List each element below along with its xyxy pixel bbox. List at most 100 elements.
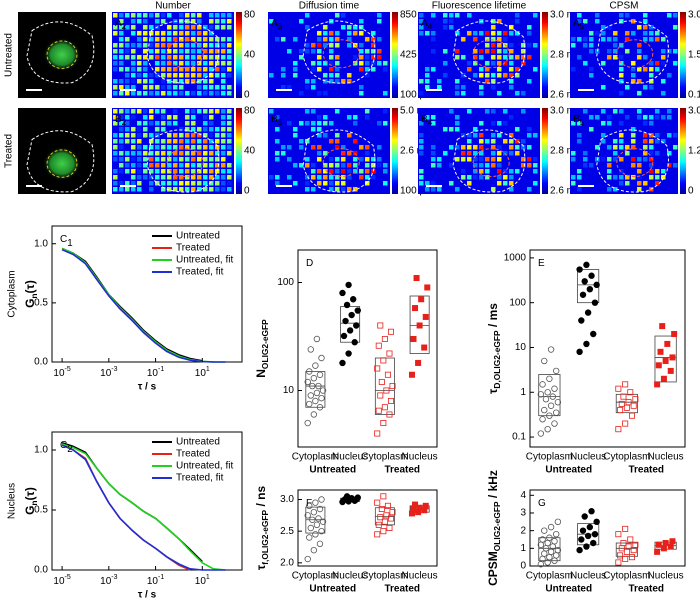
map-pixel: [341, 187, 346, 192]
map-pixel: [167, 13, 172, 18]
text-part: 2: [122, 21, 127, 31]
map-pixel: [467, 133, 472, 138]
data-point: [309, 382, 316, 390]
map-pixel: [113, 169, 118, 174]
map-pixel: [131, 13, 136, 18]
map-pixel: [317, 133, 322, 138]
map-pixel: [119, 145, 124, 150]
data-point: [319, 518, 327, 525]
map-pixel: [491, 61, 496, 66]
map-pixel: [503, 121, 508, 126]
map-pixel: [419, 79, 424, 84]
map-pixel: [161, 157, 166, 162]
map-pixel: [197, 31, 202, 36]
colorbar-label: 40: [244, 146, 256, 157]
map-pixel: [521, 109, 526, 114]
map-pixel: [269, 19, 274, 24]
text-part: 4: [428, 21, 433, 31]
map-pixel: [473, 157, 478, 162]
map-pixel: [113, 67, 118, 72]
map-pixel: [431, 163, 436, 168]
map-pixel: [589, 115, 594, 120]
map-pixel: [113, 121, 118, 126]
map-pixel: [673, 61, 678, 66]
map-pixel: [649, 85, 654, 90]
text-part: 10: [53, 368, 65, 379]
cell-outline: [302, 129, 376, 193]
map-pixel: [527, 31, 532, 36]
data-point: [576, 546, 583, 554]
map-pixel: [167, 187, 172, 192]
map-pixel: [125, 55, 130, 60]
data-point: [544, 389, 551, 396]
map-pixel: [119, 133, 124, 138]
map-pixel: [485, 109, 490, 114]
map-pixel: [419, 13, 424, 18]
data-point: [618, 400, 625, 407]
map-pixel: [497, 151, 502, 156]
map-pixel: [431, 37, 436, 42]
map-pixel: [509, 175, 514, 180]
colorbar-label: 1.2: [688, 146, 700, 157]
map-pixel: [143, 163, 148, 168]
map-pixel: [619, 61, 624, 66]
map-pixel: [305, 49, 310, 54]
map-pixel: [643, 67, 648, 72]
panel-label: A2: [115, 18, 127, 32]
map-pixel: [383, 109, 388, 114]
map-pixel: [185, 169, 190, 174]
map-pixel: [113, 31, 118, 36]
map-pixel: [287, 121, 292, 126]
legend-label: Treated, fit: [176, 473, 224, 484]
text-part: 10: [100, 368, 112, 379]
map-pixel: [215, 43, 220, 48]
map-pixel: [161, 163, 166, 168]
map-pixel: [383, 91, 388, 96]
data-point: [343, 493, 351, 500]
map-pixel: [329, 169, 334, 174]
colorbar-label: 0: [244, 90, 250, 101]
data-point: [389, 383, 396, 390]
map-pixel: [673, 49, 678, 54]
data-point: [342, 317, 349, 325]
map-pixel: [125, 43, 130, 48]
map-pixel: [311, 145, 316, 150]
map-pixel: [649, 145, 654, 150]
map-pixel: [509, 145, 514, 150]
map-pixel: [479, 67, 484, 72]
data-point: [578, 317, 585, 324]
map-pixel: [317, 121, 322, 126]
map-pixel: [449, 109, 454, 114]
data-point: [593, 281, 600, 289]
colorbar: [542, 12, 548, 98]
map-pixel: [329, 55, 334, 60]
map-pixel: [113, 55, 118, 60]
map-pixel: [137, 31, 142, 36]
map-pixel: [149, 157, 154, 162]
map-pixel: [571, 151, 576, 156]
map-pixel: [113, 181, 118, 186]
map-pixel: [197, 79, 202, 84]
data-point: [632, 541, 639, 548]
map-pixel: [341, 181, 346, 186]
map-pixel: [637, 175, 642, 180]
series-line: [61, 444, 226, 571]
map-pixel: [341, 169, 346, 174]
map-pixel: [185, 67, 190, 72]
cell-outline: [302, 20, 376, 84]
map-pixel: [191, 25, 196, 30]
map-pixel: [341, 79, 346, 84]
map-pixel: [347, 151, 352, 156]
map-pixel: [335, 181, 340, 186]
map-pixel: [197, 169, 202, 174]
data-point: [552, 409, 560, 416]
panel-label: B2: [115, 114, 127, 128]
map-pixel: [161, 19, 166, 24]
map-pixel: [491, 133, 496, 138]
map-pixel: [515, 169, 520, 174]
map-pixel: [191, 67, 196, 72]
map-pixel: [197, 85, 202, 90]
map-pixel: [601, 157, 606, 162]
map-pixel: [473, 175, 478, 180]
map-pixel: [491, 151, 496, 156]
